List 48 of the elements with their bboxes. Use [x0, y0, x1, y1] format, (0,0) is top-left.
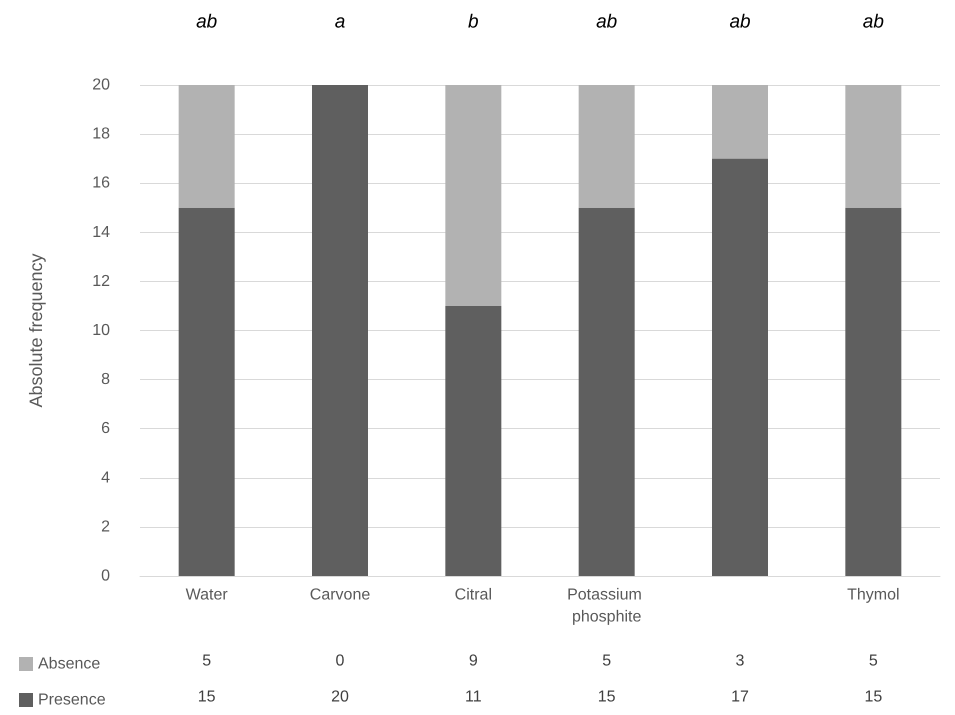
- text: ab: [196, 12, 218, 32]
- y-tick-label: 10: [92, 322, 110, 339]
- bar: [578, 85, 635, 208]
- bar: [178, 208, 235, 576]
- x-tick-label: Potassium phosphite: [567, 586, 646, 626]
- y-tick-label: 16: [92, 174, 110, 192]
- y-axis-title: Absolute frequency: [26, 253, 46, 408]
- x-tick-label: Water: [186, 586, 228, 604]
- data-label: 9: [468, 652, 478, 670]
- legend-label: Absence: [38, 656, 100, 672]
- x-tick-label: Citral: [454, 586, 492, 604]
- data-label: 5: [202, 652, 212, 670]
- text: b: [468, 12, 479, 32]
- x-tick-label: Thymol: [847, 586, 900, 604]
- x-tick-label: Carvone: [310, 586, 370, 604]
- y-tick-label: 6: [101, 420, 110, 438]
- y-tick-label: 8: [101, 371, 110, 388]
- data-label: 20: [331, 688, 349, 706]
- bar: [712, 158, 768, 576]
- text: a: [334, 12, 346, 32]
- y-tick-label: 4: [101, 469, 110, 486]
- data-label: 15: [864, 688, 882, 706]
- data-label: 5: [868, 652, 878, 670]
- y-tick-label: 0: [101, 568, 110, 584]
- text: ab: [729, 12, 751, 32]
- bar: [845, 85, 902, 208]
- bar: [445, 306, 502, 576]
- bar: [845, 208, 902, 576]
- bar: [312, 85, 368, 576]
- bar: [712, 85, 768, 159]
- text: ab: [596, 12, 618, 32]
- data-label: 15: [198, 688, 216, 706]
- data-label: 11: [465, 688, 482, 706]
- y-tick-label: 20: [92, 76, 110, 94]
- text: ab: [862, 12, 884, 32]
- y-tick-label: 18: [92, 126, 110, 143]
- bar: [178, 85, 235, 208]
- data-label: 0: [336, 652, 345, 670]
- data-label: 3: [736, 652, 745, 670]
- data-label: 15: [598, 688, 616, 706]
- data-label: 5: [602, 652, 612, 670]
- y-tick-label: 2: [101, 518, 110, 536]
- legend-label: Presence: [38, 692, 106, 708]
- bar: [445, 85, 502, 306]
- bar: [578, 208, 635, 576]
- y-tick-label: 12: [92, 272, 110, 290]
- y-tick-label: 14: [92, 224, 110, 241]
- data-label: 17: [731, 688, 749, 706]
